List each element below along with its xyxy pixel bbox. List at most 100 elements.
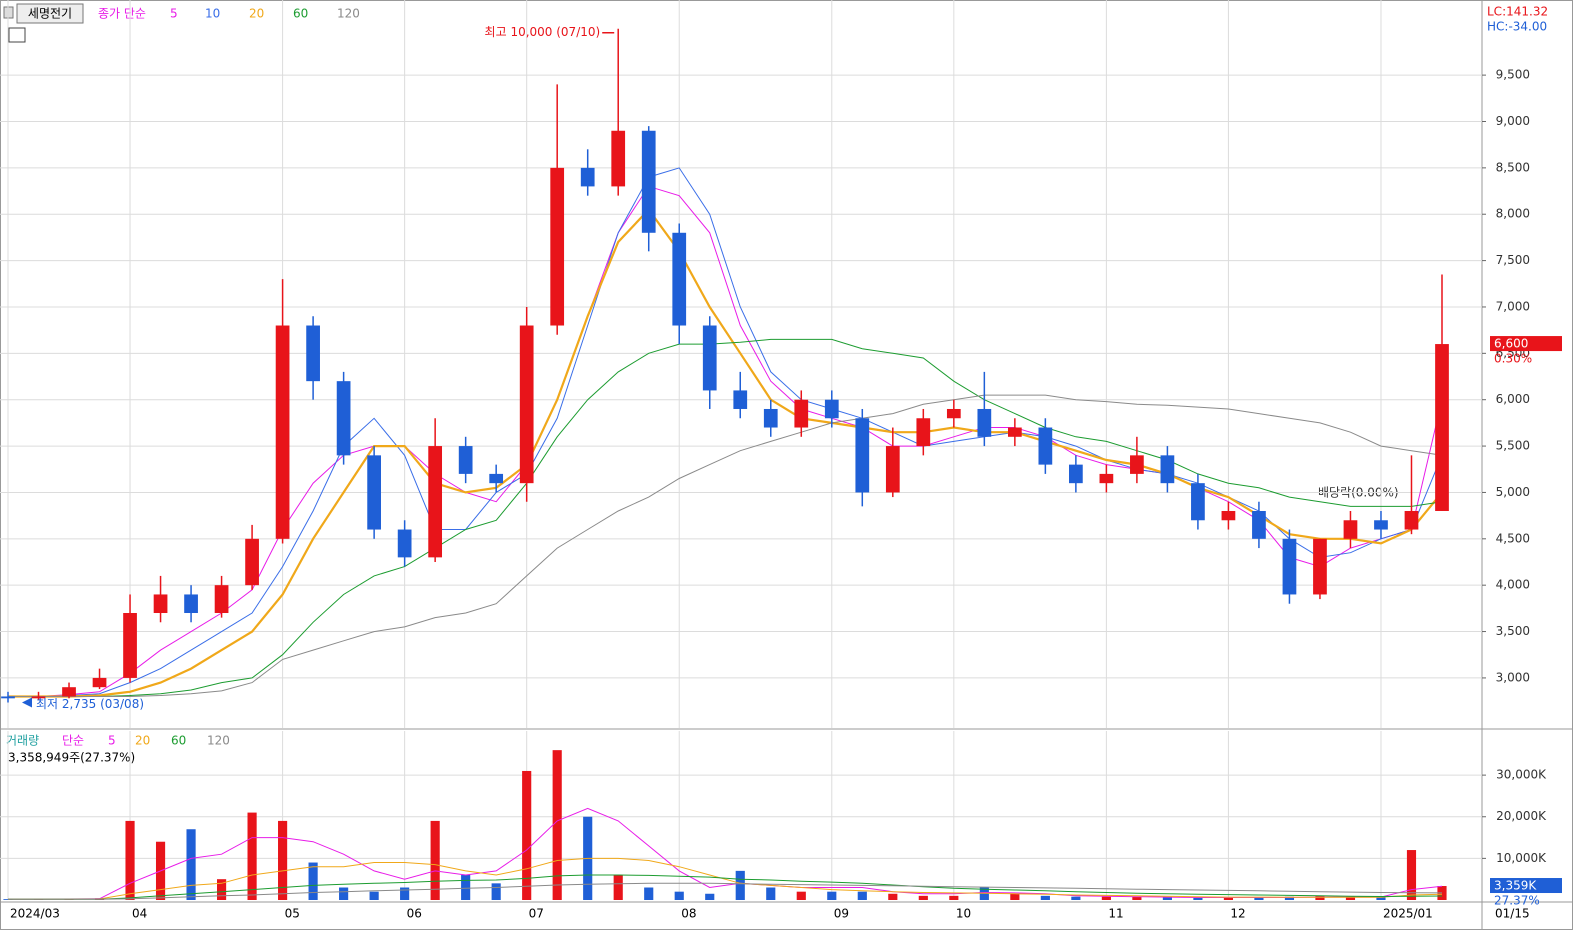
volume-bar [1315,895,1325,900]
last-volume-box [1490,878,1562,894]
candle-body [1252,510,1266,539]
volume-bar [613,875,623,900]
y-tick-label: 8,000 [1496,207,1530,221]
legend-entry: 20 [249,7,264,21]
last-price-box [1490,336,1562,352]
x-tick-label: 07 [529,907,544,921]
hc-label: HC:-34.00 [1487,20,1547,34]
y-tick-label: 20,000K [1496,809,1547,823]
candle-body [1099,473,1114,484]
candle-body [1,696,15,699]
volume-bar [339,887,349,900]
legend-entry: 120 [207,734,230,748]
volume-bar [1101,896,1111,900]
y-tick-label: 4,000 [1496,578,1530,592]
volume-bar [125,820,135,900]
candle-body [641,130,656,233]
y-tick-label: 6,000 [1496,392,1530,406]
volume-bar [522,770,532,900]
candle-body [1191,483,1205,521]
x-tick-label: 2024/03 [10,907,60,921]
candle-body [824,399,839,419]
volume-bar [827,891,837,900]
ma-line [8,857,1443,900]
volume-info: 3,358,949주(27.37%) [8,751,135,765]
candle-body [1069,464,1083,484]
candle-body [763,408,778,428]
volume-bar [491,883,501,900]
candle-body [1374,520,1388,530]
volume-bar [1437,886,1447,900]
volume-bar [1162,897,1172,900]
candle-body [92,677,107,688]
x-tick-label: 10 [956,907,971,921]
candle-body [367,455,381,530]
candle-body [855,418,870,493]
y-tick-label: 9,500 [1496,68,1530,82]
volume-bar [766,887,776,900]
volume-bar [1406,850,1417,900]
volume-bar [796,891,806,900]
volume-bar [857,891,867,900]
candle-body [794,399,809,428]
volume-bar [1193,897,1203,900]
ma-line [8,807,1443,900]
candle-body [672,232,687,326]
candle-body [31,696,46,699]
high-annotation: 최고 10,000 (07/10) [485,25,601,39]
x-end-label: 01/15 [1495,907,1530,921]
volume-title: 거래량 [6,734,39,748]
volume-bar [369,891,379,900]
low-annotation: 최저 2,735 (03/08) [36,697,144,711]
x-tick-label: 12 [1230,907,1245,921]
volume-bar [400,887,410,900]
candle-body [245,538,259,586]
change-label: 0.30% [1494,352,1532,366]
candle-body [489,473,504,484]
candle-body [519,325,534,484]
candle-body [946,408,961,419]
candle-body [550,167,565,326]
volume-bar [1345,896,1356,900]
grid-icon[interactable] [8,27,26,43]
volume-bar [308,862,318,900]
last-price-label: 6,600 [1494,337,1528,351]
y-tick-label: 7,000 [1496,299,1530,313]
volume-bar [1376,897,1386,900]
legend-entry: 60 [171,734,186,748]
candle-body [1160,455,1175,484]
y-tick-label: 10,000K [1496,851,1547,865]
legend-prefix: 종가 단순 [98,7,146,21]
volume-bar [216,879,227,900]
candle-body [1221,510,1236,521]
volume-bar [644,887,654,900]
ma-line [8,338,1443,697]
stock-box[interactable] [16,3,84,24]
legend-entry: 20 [135,734,150,748]
candle-body [1313,538,1327,595]
legend-entry: 120 [337,7,360,21]
volume-bar [1040,895,1050,900]
y-tick-label: 5,500 [1496,439,1530,453]
y-tick-label: 9,000 [1496,114,1530,128]
volume-bar [888,893,898,900]
legend-entry: 60 [293,7,308,21]
y-tick-label: 3,500 [1496,624,1530,638]
candle-body [1343,520,1358,539]
lc-label: LC:141.32 [1487,5,1548,19]
volume-bar [461,875,471,900]
x-tick-label: 08 [681,907,696,921]
candle-body [733,390,748,409]
volume-bar [1132,896,1142,900]
volume-bar [918,895,928,900]
candle-body [214,585,229,614]
candle-body [885,446,900,493]
candle-body [580,167,595,187]
candle-body [1435,344,1449,511]
candle-body [123,613,137,678]
volume-bar [430,820,440,900]
last-volume-label: 3,359K [1494,879,1537,893]
volume-legend-prefix: 단순 [62,734,84,748]
